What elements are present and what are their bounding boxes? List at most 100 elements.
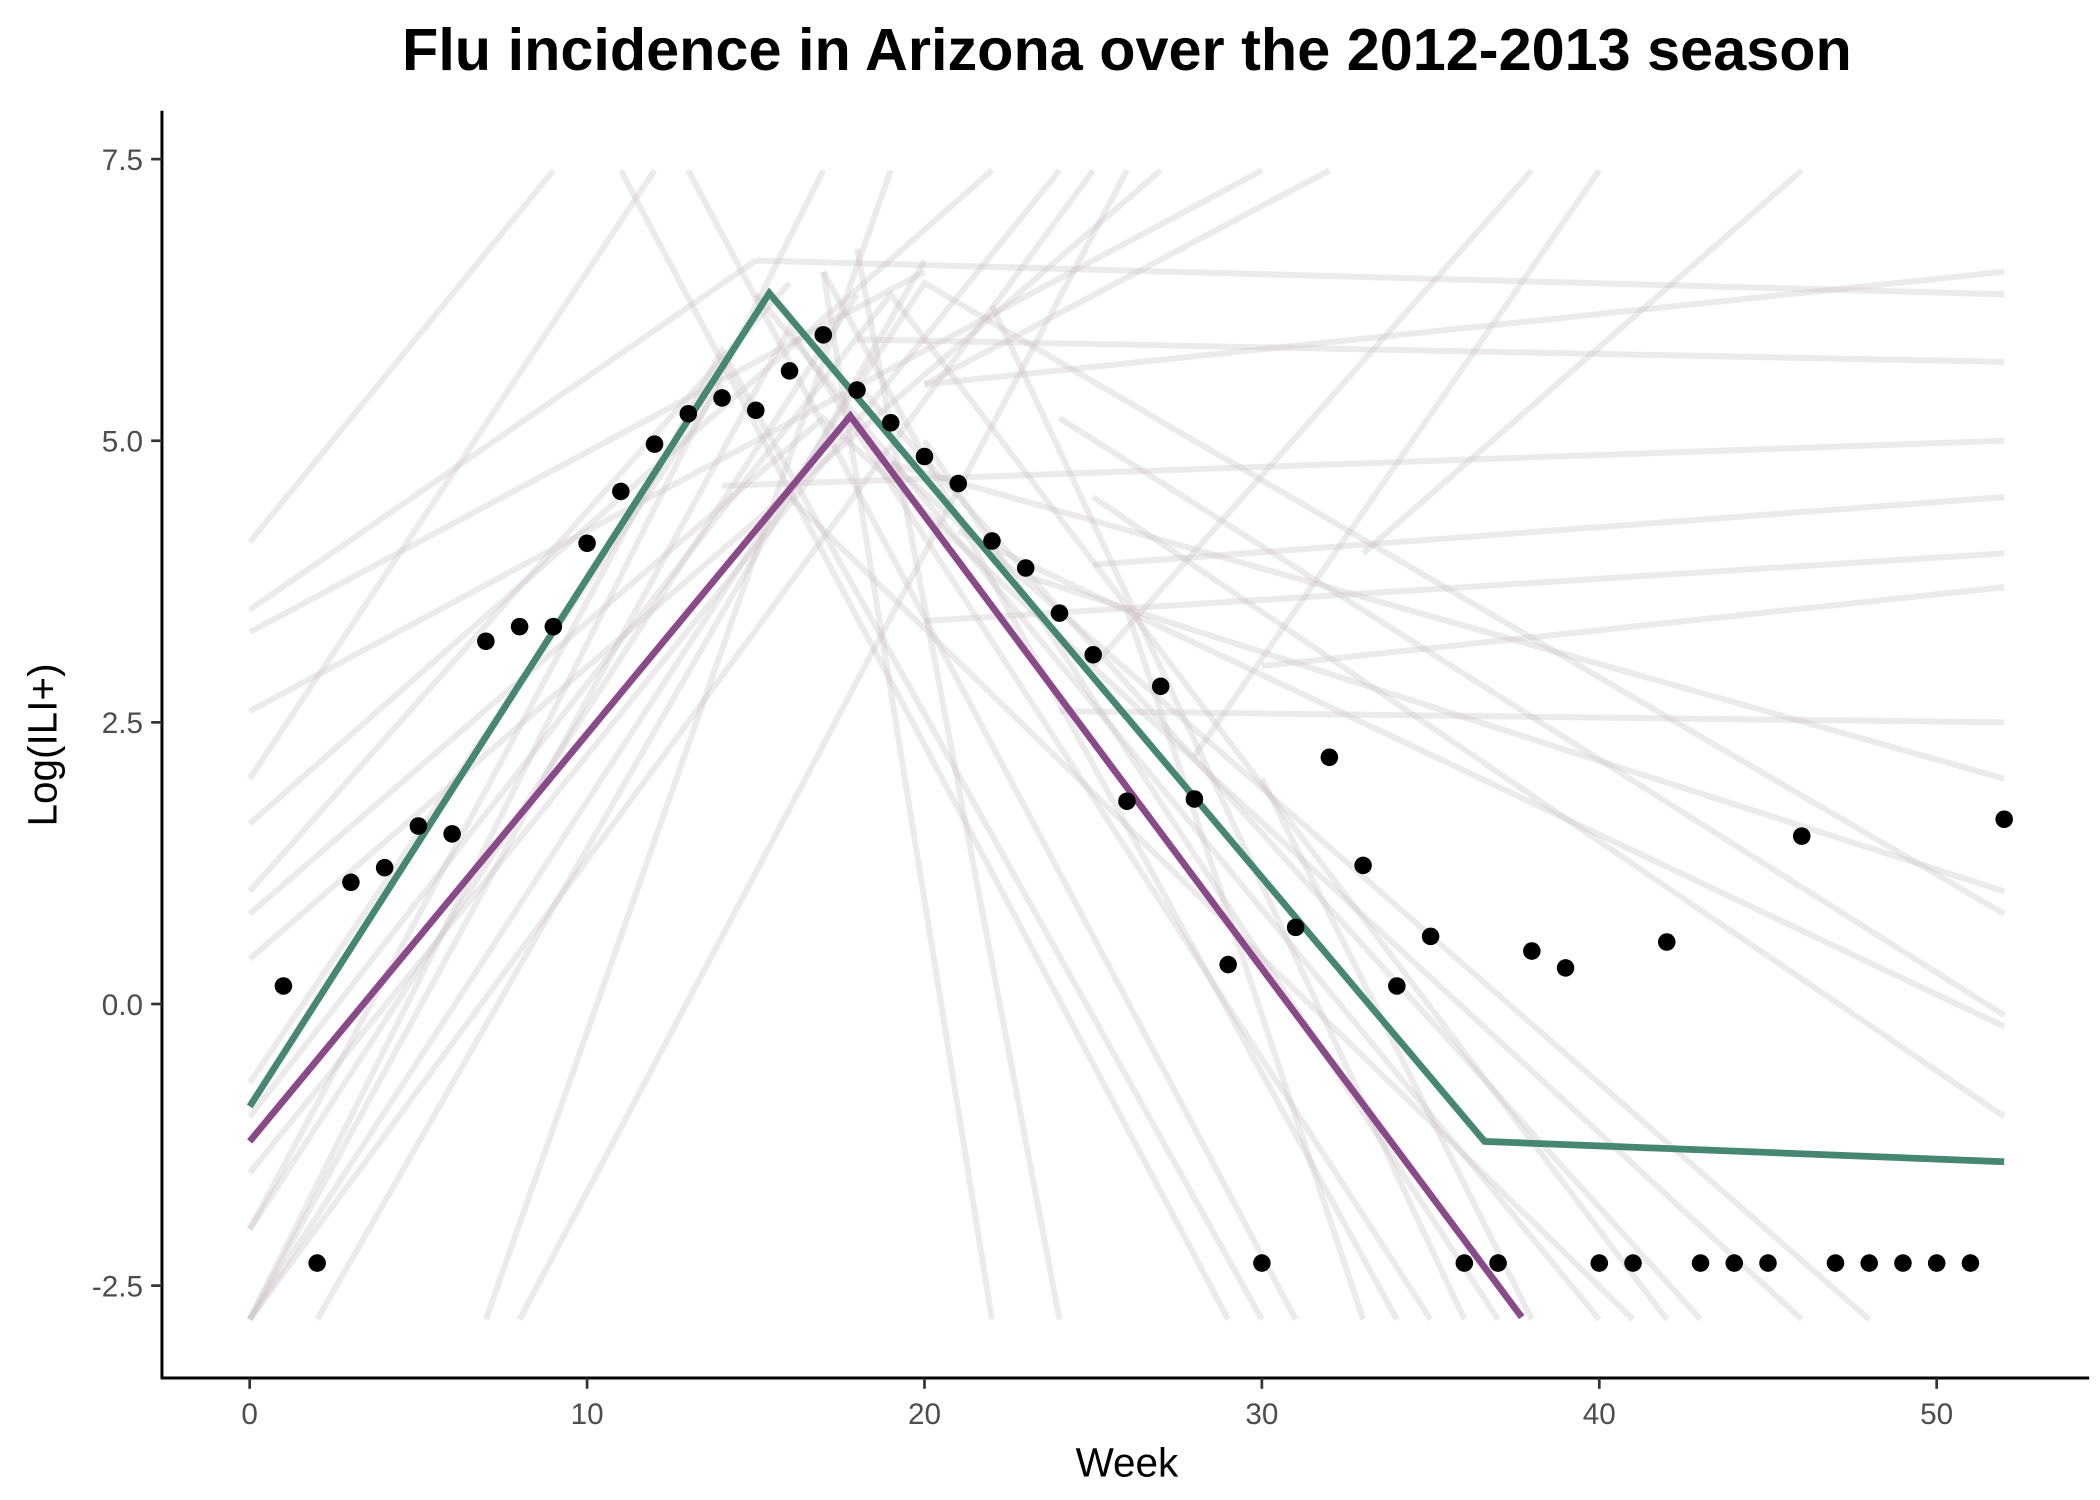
trajectory-line	[685, 168, 1299, 1321]
trajectory-line	[314, 258, 928, 1321]
data-point	[983, 532, 1001, 550]
trajectory-line	[856, 336, 2005, 365]
y-tick-label: 2.5	[102, 707, 143, 740]
data-point	[1691, 1254, 1710, 1272]
data-point	[1185, 790, 1204, 808]
x-tick-label: 40	[1583, 1398, 1616, 1431]
trajectory-line	[1057, 415, 2006, 1018]
data-point	[1253, 1254, 1271, 1272]
trajectory-line	[1092, 494, 2005, 568]
x-tick-label: 20	[908, 1398, 941, 1431]
data-point	[578, 534, 596, 553]
data-point	[544, 617, 563, 636]
y-axis-title: Log(ILI+)	[20, 663, 66, 826]
data-point	[1590, 1254, 1609, 1272]
trajectory-line	[1259, 777, 1535, 1321]
data-point	[747, 401, 765, 420]
data-point	[1421, 927, 1440, 946]
data-point	[915, 447, 934, 466]
trajectory-line	[247, 289, 1670, 1322]
data-point	[1927, 1254, 1946, 1272]
trajectory-line	[923, 167, 1331, 388]
fit-line	[246, 287, 2005, 1166]
trajectory-line	[1091, 494, 2006, 1120]
y-tick-label: -2.5	[92, 1270, 143, 1303]
data-point	[679, 404, 698, 423]
trajectory-line	[1024, 573, 2006, 895]
data-point	[477, 632, 495, 651]
trajectory-line	[924, 550, 2005, 625]
trajectory-line	[889, 460, 2006, 782]
trajectory-line	[1361, 168, 1804, 556]
trajectory-line	[247, 258, 758, 613]
data-point	[1759, 1254, 1777, 1272]
data-point	[814, 326, 833, 344]
y-tick-label: 5.0	[102, 426, 143, 459]
data-point	[1658, 933, 1676, 951]
trajectory-line	[247, 414, 1804, 1322]
data-point	[848, 381, 866, 399]
trajectory-line	[1124, 608, 1366, 1321]
data-point	[612, 482, 630, 501]
trajectory-line	[247, 278, 2006, 1322]
data-point	[1624, 1254, 1642, 1272]
trajectory-line	[956, 528, 2006, 1030]
trajectory-line	[721, 437, 2005, 489]
data-point	[510, 617, 529, 636]
trajectory-line	[1059, 708, 2005, 726]
data-point	[1961, 1254, 1980, 1272]
trajectory-line	[753, 292, 1602, 1322]
data-point	[274, 977, 293, 995]
data-point	[1995, 810, 2013, 829]
y-tick-label: 7.5	[102, 144, 143, 177]
trajectory-line	[482, 169, 894, 1321]
trajectory-line	[820, 271, 995, 1320]
data-point	[1016, 559, 1035, 577]
fit-line	[247, 410, 1525, 1320]
data-point	[881, 413, 900, 432]
trajectory-line	[248, 167, 1264, 714]
trajectory-line	[755, 257, 2005, 298]
trajectory-line	[247, 168, 1096, 1322]
data-point	[1826, 1254, 1845, 1272]
data-point	[645, 435, 664, 453]
data-point	[308, 1254, 326, 1272]
x-axis-title: Week	[1076, 1439, 1179, 1485]
data-point	[1455, 1254, 1474, 1272]
trajectory-line	[247, 292, 860, 1231]
trajectory-line	[247, 281, 792, 894]
trajectory-line	[247, 322, 1434, 1322]
data-point	[1860, 1254, 1878, 1272]
x-tick-label: 30	[1245, 1398, 1278, 1431]
chart-title: Flu incidence in Arizona over the 2012-2…	[402, 16, 1852, 83]
data-point	[443, 825, 461, 843]
data-point	[713, 389, 731, 407]
data-point	[409, 817, 428, 835]
trajectory-line	[787, 494, 1636, 1322]
trajectory-line	[1090, 168, 1535, 669]
data-point	[1523, 942, 1541, 960]
data-point	[949, 474, 967, 493]
data-point	[1219, 955, 1237, 974]
x-tick-label: 50	[1920, 1398, 1953, 1431]
trajectory-line	[247, 344, 1265, 1321]
trajectory-line	[247, 168, 556, 545]
data-point	[1286, 918, 1305, 937]
trajectory-line	[989, 304, 1468, 1321]
data-point	[1388, 977, 1406, 995]
data-point	[1084, 646, 1102, 664]
data-point	[1118, 792, 1136, 810]
trajectory-line	[516, 168, 1130, 1321]
x-tick-label: 0	[241, 1398, 258, 1431]
trajectory-line	[1261, 584, 2005, 670]
plot-area	[246, 167, 2013, 1322]
data-point	[1151, 677, 1170, 696]
trajectory-line	[921, 439, 1501, 1322]
trajectory-line	[854, 248, 1063, 1320]
data-point	[1725, 1254, 1744, 1272]
trajectory-line	[888, 460, 1872, 1322]
data-point	[1354, 856, 1372, 875]
data-point	[780, 362, 799, 380]
data-point	[1556, 959, 1575, 977]
